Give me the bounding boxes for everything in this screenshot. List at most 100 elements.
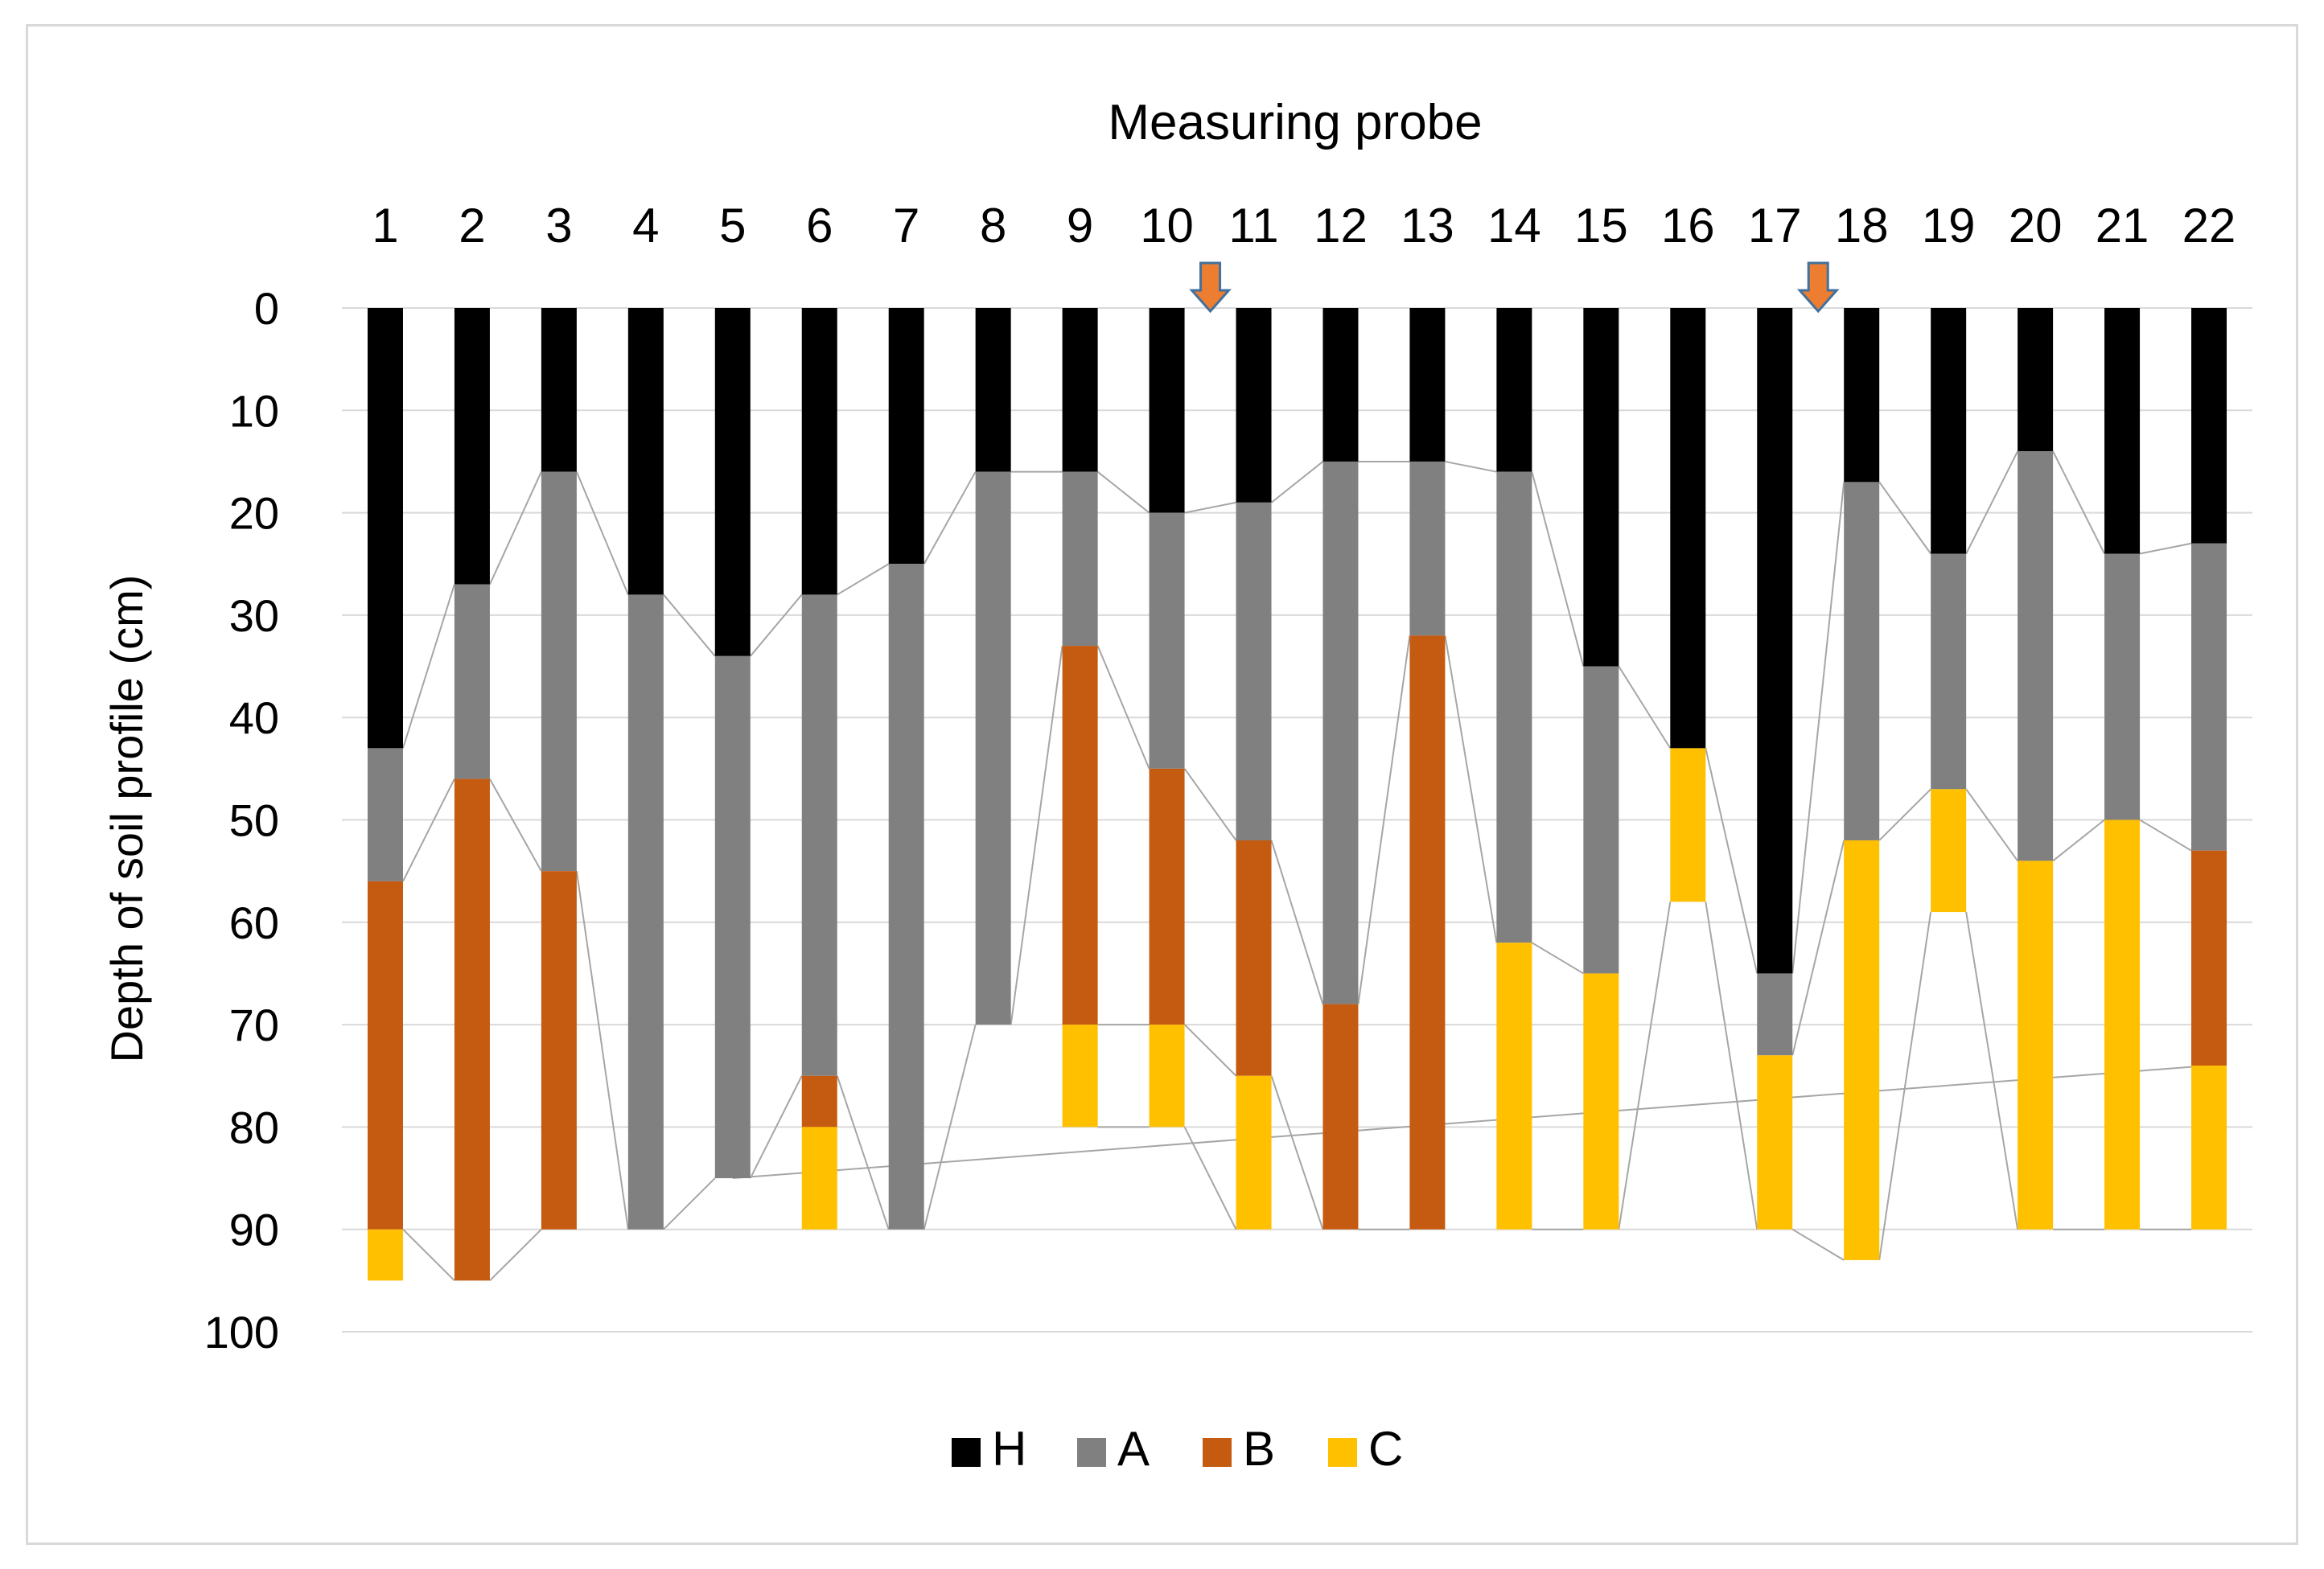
bar-a-probe-1 (367, 748, 403, 881)
x-tick-label: 6 (806, 199, 833, 253)
bar-h-probe-13 (1409, 308, 1446, 462)
soil-profile-chart: Measuring probe 1 2 3 4 5 6 7 8 9 10 11 12 13 14 15 16 1… (101, 95, 2252, 1476)
bar-a-probe-6 (801, 594, 837, 1076)
bar-b-probe-2 (454, 778, 490, 1281)
boundary-line (1270, 1075, 1324, 1230)
bar-c-probe-14 (1496, 943, 1532, 1230)
bar-a-probe-10 (1149, 512, 1185, 769)
bar-c-probe-15 (1583, 973, 1619, 1230)
y-tick-label: 30 (229, 590, 279, 641)
chart-title: Measuring probe (1108, 95, 1482, 150)
x-tick-label: 19 (1922, 199, 1976, 253)
boundary-line (1444, 635, 1498, 943)
bar-a-probe-12 (1322, 461, 1359, 1004)
x-tick-label: 11 (1228, 199, 1278, 253)
y-tick-label: 0 (254, 283, 279, 334)
x-tick-label: 17 (1748, 199, 1802, 253)
bar-a-probe-7 (888, 564, 924, 1230)
legend-label-c: C (1368, 1422, 1403, 1476)
boundary-line (1965, 788, 2018, 862)
x-tick-labels: 1 2 3 4 5 6 7 8 9 10 11 12 13 14 15 16 17 18 19 20 21 22 (372, 199, 2236, 253)
bar-c-probe-22 (2191, 1066, 2227, 1230)
boundary-line (1618, 666, 1672, 749)
boundary-line (402, 584, 455, 749)
bar-h-probe-12 (1322, 308, 1359, 462)
y-tick-label: 90 (229, 1205, 279, 1255)
boundary-line (1270, 840, 1324, 1004)
bar-a-probe-5 (714, 655, 751, 1179)
x-tick-label: 13 (1401, 199, 1454, 253)
bar-c-probe-9 (1062, 1025, 1098, 1127)
boundary-line (1791, 482, 1845, 974)
x-tick-label: 9 (1067, 199, 1093, 253)
boundary-line (2052, 819, 2105, 862)
boundary-line (489, 778, 542, 872)
legend-swatch-b (1203, 1438, 1232, 1467)
boundary-line (1531, 471, 1585, 667)
y-tick-label: 50 (229, 795, 279, 846)
boundary-line (1965, 450, 2019, 554)
bar-h-probe-2 (454, 308, 490, 585)
boundary-line (663, 594, 716, 657)
x-tick-label: 1 (372, 199, 398, 253)
boundary-line (1705, 748, 1758, 974)
bar-b-probe-11 (1236, 840, 1272, 1076)
legend-swatch-h (952, 1438, 981, 1467)
bar-a-probe-3 (541, 471, 577, 872)
boundary-line (489, 471, 542, 585)
bar-b-probe-6 (801, 1075, 837, 1127)
boundary-line (836, 1075, 890, 1230)
boundary-line (1184, 501, 1236, 514)
boundary-line (575, 871, 629, 1230)
bar-a-probe-11 (1236, 502, 1272, 840)
x-tick-label: 16 (1661, 199, 1715, 253)
bar-c-probe-18 (1844, 840, 1880, 1260)
bar-h-probe-9 (1062, 308, 1098, 472)
bar-h-probe-19 (1931, 308, 1967, 554)
x-tick-label: 12 (1314, 199, 1368, 253)
bar-a-probe-13 (1409, 461, 1446, 636)
x-tick-label: 15 (1574, 199, 1628, 253)
bar-h-probe-18 (1844, 308, 1880, 483)
bar-c-probe-11 (1236, 1075, 1272, 1230)
y-tick-label: 20 (229, 488, 279, 539)
y-axis-label: Depth of soil profile (cm) (101, 575, 152, 1063)
y-tick-label: 60 (229, 897, 279, 948)
bar-b-probe-13 (1409, 635, 1446, 1230)
bar-a-probe-22 (2191, 543, 2227, 851)
bar-a-probe-14 (1496, 471, 1532, 943)
boundary-line (1183, 768, 1237, 841)
x-tick-label: 2 (459, 199, 485, 253)
bar-a-probe-8 (975, 471, 1011, 1025)
boundary-line (1357, 635, 1411, 1004)
bar-h-probe-20 (2018, 308, 2054, 452)
boundary-line (1445, 460, 1497, 473)
bar-h-probe-1 (367, 308, 403, 749)
boundary-line (1705, 902, 1758, 1230)
chart-frame: Measuring probe 1 2 3 4 5 6 7 8 9 10 11 12 13 14 15 16 1… (26, 24, 2298, 1545)
bar-c-probe-1 (367, 1229, 403, 1281)
y-tick-labels: 0 10 20 30 40 50 60 70 80 90 100 (204, 283, 279, 1357)
bar-h-probe-7 (888, 308, 924, 565)
bar-b-probe-10 (1149, 768, 1185, 1025)
bar-h-probe-16 (1670, 308, 1706, 749)
bar-b-probe-9 (1062, 646, 1098, 1025)
boundary-line (1531, 942, 1584, 975)
bar-a-probe-20 (2018, 451, 2054, 861)
legend-swatch-c (1328, 1438, 1357, 1467)
x-tick-label: 21 (2096, 199, 2149, 253)
y-tick-label: 100 (204, 1307, 279, 1357)
y-tick-label: 70 (229, 1000, 279, 1050)
trend-line (732, 1065, 2210, 1180)
bar-b-probe-3 (541, 871, 577, 1230)
x-tick-label: 22 (2182, 199, 2236, 253)
boundary-line (1878, 911, 1932, 1261)
bar-b-probe-12 (1322, 1004, 1359, 1230)
annotations (1189, 261, 1840, 314)
bar-a-probe-9 (1062, 471, 1098, 647)
bar-h-probe-14 (1496, 308, 1532, 472)
arrow-down-icon (1796, 261, 1840, 314)
bar-h-probe-11 (1236, 308, 1272, 503)
boundary-line (402, 1228, 455, 1282)
boundary-line (1791, 840, 1845, 1056)
